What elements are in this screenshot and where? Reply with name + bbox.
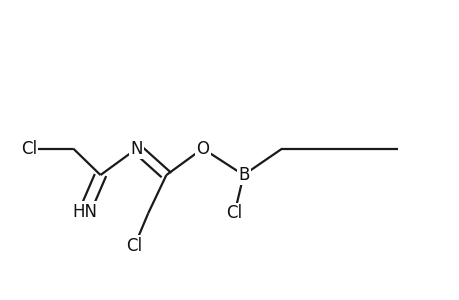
Text: Cl: Cl <box>21 140 37 158</box>
Text: O: O <box>196 140 209 158</box>
Text: Cl: Cl <box>226 204 242 222</box>
Text: HN: HN <box>72 203 97 221</box>
Text: N: N <box>130 140 143 158</box>
Text: Cl: Cl <box>126 237 142 255</box>
Text: B: B <box>237 166 249 184</box>
